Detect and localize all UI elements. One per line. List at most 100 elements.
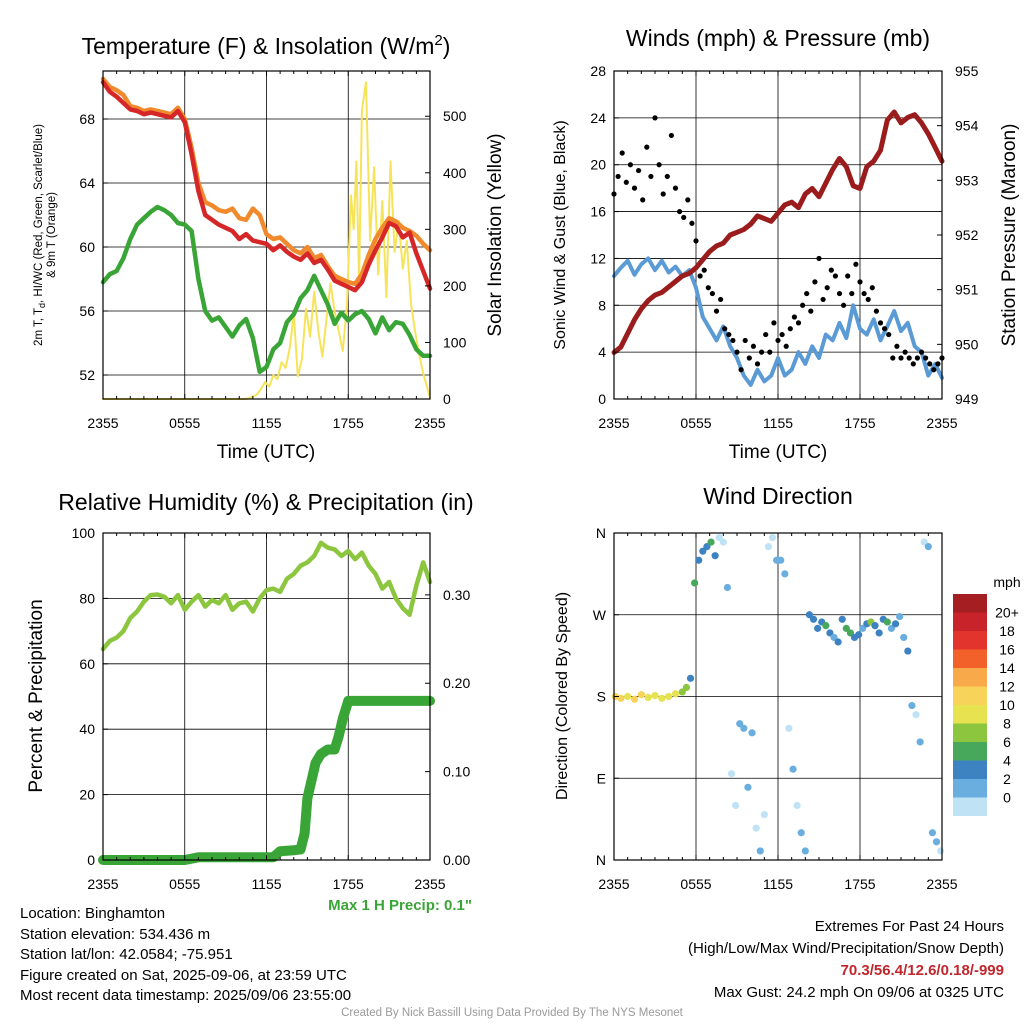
x-tick-label: 2355 <box>926 415 957 431</box>
y-tick-label: 100 <box>443 334 467 350</box>
winds-left-axis-label: Sonic Wind & Gust (Blue, Black) <box>552 120 569 349</box>
gust-point <box>726 331 732 338</box>
colorbar-swatch <box>953 779 987 798</box>
gust-point <box>746 355 752 361</box>
colorbar-swatch <box>953 760 987 779</box>
gust-point <box>853 261 859 267</box>
direction-point <box>908 701 916 710</box>
direction-point <box>871 622 879 630</box>
direction-point <box>727 770 736 778</box>
wind-direction-series <box>611 533 945 855</box>
direction-point <box>768 533 777 542</box>
y-tick-label: 951 <box>955 282 979 298</box>
direction-point <box>637 691 645 699</box>
x-tick-label: 1155 <box>251 876 281 892</box>
y-tick-label: 0.00 <box>443 852 470 868</box>
winds-right-ticks: 949 950 951 952 953 954 955 <box>937 63 979 407</box>
gust-point <box>763 331 769 338</box>
gust-point <box>627 162 634 168</box>
station-info: Location: Binghamton Station elevation: … <box>20 904 351 1007</box>
gust-point <box>865 296 871 303</box>
wind-direction-panel: Wind Direction 2355 0555 1155 1755 2355 N E S W… <box>554 483 1021 892</box>
x-tick-label: 1755 <box>333 876 364 892</box>
gust-point <box>738 367 744 373</box>
y-tick-label: 40 <box>79 721 95 737</box>
direction-point <box>624 692 632 701</box>
temperature-series <box>100 76 433 400</box>
y-tick-label: N <box>596 525 606 541</box>
direction-point <box>695 556 703 564</box>
max-gust-text: Max Gust: 24.2 mph On 09/06 at 0325 UTC <box>713 984 1004 1001</box>
direction-point <box>855 631 863 639</box>
gust-point <box>869 285 875 291</box>
winds-x-ticks: 2355 0555 1155 1755 2355 <box>598 71 958 431</box>
gust-point <box>873 308 880 314</box>
temperature-right-axis-label: Solar Insolation (Yellow) <box>485 133 506 336</box>
gust-point <box>923 355 929 361</box>
colorbar-swatch <box>953 668 987 687</box>
colorbar-swatch <box>953 612 987 631</box>
gust-point <box>890 355 896 361</box>
temperature-x-axis-label: Time (UTC) <box>217 442 316 463</box>
direction-point <box>707 538 715 546</box>
y-tick-label: 952 <box>955 227 979 243</box>
colorbar-swatch <box>953 649 987 668</box>
gust-point <box>931 367 937 373</box>
y-tick-label: 955 <box>955 63 979 79</box>
gust-point <box>828 267 834 273</box>
gust-point <box>800 302 806 308</box>
gust-point <box>689 220 695 226</box>
wind-direction-y-ticks: N E S W N <box>593 525 619 868</box>
gust-point <box>660 191 666 197</box>
gust-point <box>886 331 892 338</box>
winds-grid <box>614 71 942 399</box>
wind-line <box>612 256 944 387</box>
gust-point <box>677 208 683 215</box>
direction-point <box>760 810 768 819</box>
x-tick-label: 0555 <box>680 415 711 431</box>
gust-point <box>836 290 843 297</box>
gust-point <box>902 349 908 355</box>
direction-point <box>883 618 891 626</box>
y-tick-label: 52 <box>79 367 95 383</box>
colorbar-swatch <box>953 705 987 724</box>
gust-point <box>841 302 847 308</box>
x-tick-label: 2355 <box>87 876 118 892</box>
x-tick-label: 1155 <box>763 415 793 431</box>
humidity-line <box>100 540 433 652</box>
direction-point <box>686 674 695 682</box>
gust-point <box>771 320 777 326</box>
humidity-left-axis-label: Percent & Precipitation <box>26 599 47 792</box>
x-tick-label: 2355 <box>414 415 445 431</box>
insolation-line <box>102 81 431 400</box>
direction-point <box>793 801 801 810</box>
credit-text: Created By Nick Bassill Using Data Provi… <box>341 1007 683 1019</box>
y-tick-label: N <box>596 852 606 868</box>
gust-point <box>816 255 822 262</box>
colorbar-swatch <box>953 723 987 742</box>
gust-point <box>644 144 650 150</box>
colorbar-title: mph <box>993 574 1020 590</box>
svg-text:& 9m T (Orange): & 9m T (Orange) <box>46 192 58 278</box>
y-tick-label: 953 <box>955 172 979 188</box>
direction-point <box>797 829 805 837</box>
y-tick-label: 12 <box>590 250 606 266</box>
gust-point <box>722 326 728 332</box>
extremes-title: Extremes For Past 24 Hours <box>814 918 1004 935</box>
y-tick-label: 0.20 <box>443 675 470 691</box>
gust-point <box>861 290 867 297</box>
direction-point <box>723 583 732 592</box>
direction-point <box>658 694 666 702</box>
humidity-title: Relative Humidity (%) & Precipitation (i… <box>58 489 473 515</box>
extremes-values: 70.3/56.4/12.6/0.18/-999 <box>840 962 1004 979</box>
gust-point <box>812 279 818 285</box>
y-tick-label: 500 <box>443 108 467 124</box>
colorbar-label: 4 <box>1003 753 1011 769</box>
colorbar-label: 18 <box>999 623 1015 639</box>
gust-point <box>845 273 851 279</box>
x-tick-label: 2355 <box>87 415 118 431</box>
direction-point <box>809 615 818 623</box>
y-tick-label: 28 <box>590 63 606 79</box>
winds-panel: Winds (mph) & Pressure (mb) 2355 0555 1155… <box>552 25 1020 463</box>
gust-point <box>894 343 900 349</box>
